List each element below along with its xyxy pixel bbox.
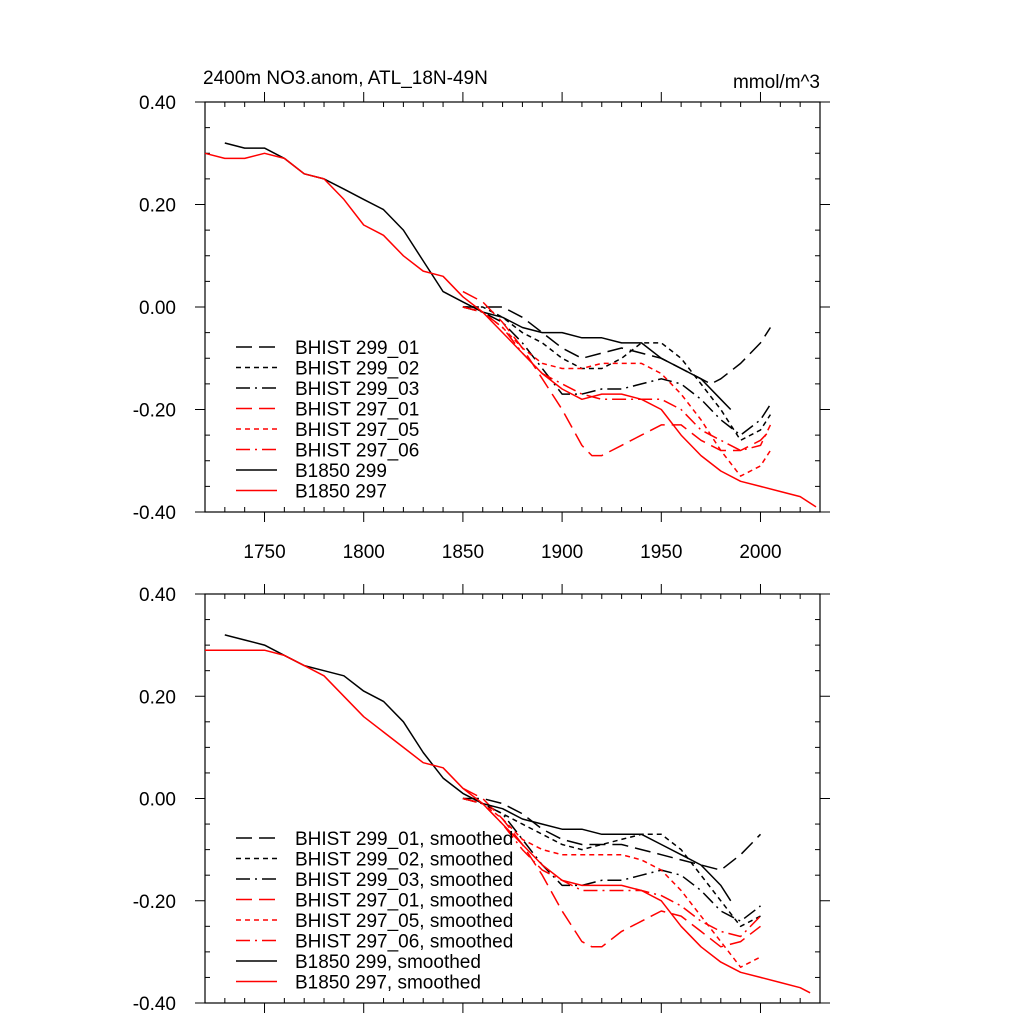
y-tick-label: 0.40 bbox=[139, 585, 176, 606]
units-label: mmol/m^3 bbox=[733, 72, 820, 93]
y-tick-label: -0.40 bbox=[133, 994, 176, 1015]
series-line bbox=[204, 152, 817, 508]
y-tick-label: -0.20 bbox=[133, 892, 176, 913]
panel-bottom: 0.40 0.20 0.00 -0.20 -0.40 BHIST 299_01, smoo… bbox=[133, 584, 830, 1015]
legend-label: B1850 299 bbox=[295, 461, 387, 482]
legend-label: B1850 297, smoothed bbox=[295, 973, 481, 994]
legend-label: BHIST 299_01, smoothed bbox=[295, 829, 513, 850]
legend-label: BHIST 297_06, smoothed bbox=[295, 932, 513, 953]
x-tick-label: 1950 bbox=[640, 542, 682, 563]
legend-label: B1850 297 bbox=[295, 482, 387, 503]
legend-label: BHIST 299_03, smoothed bbox=[295, 870, 513, 891]
legend-label: BHIST 297_01 bbox=[295, 400, 419, 421]
x-tick-label: 2000 bbox=[739, 542, 781, 563]
y-tick-label: 0.40 bbox=[139, 93, 176, 114]
series-line bbox=[205, 649, 811, 994]
series-line bbox=[462, 797, 762, 938]
series-line bbox=[462, 306, 772, 452]
series-line bbox=[462, 306, 772, 385]
series-line bbox=[462, 306, 772, 436]
x-tick-label: 1900 bbox=[541, 542, 583, 563]
series-line bbox=[462, 306, 772, 442]
y-tick-label: 0.20 bbox=[139, 196, 176, 217]
y-tick-label: 0.00 bbox=[139, 790, 176, 811]
series-line bbox=[462, 787, 761, 948]
panel-top: 1750 1800 1850 1900 1950 2000 0.40 0.20 0.00 -0.2… bbox=[133, 92, 830, 563]
legend-label: BHIST 297_05, smoothed bbox=[295, 911, 513, 932]
x-tick-label: 1850 bbox=[442, 542, 484, 563]
x-tick-label: 1750 bbox=[243, 542, 285, 563]
y-tick-label: -0.40 bbox=[133, 503, 176, 524]
x-tick-label: 1800 bbox=[343, 542, 385, 563]
series-line bbox=[462, 797, 761, 922]
legend-label: BHIST 299_01 bbox=[295, 338, 419, 359]
legend-label: BHIST 299_03 bbox=[295, 379, 419, 400]
legend-label: BHIST 297_06 bbox=[295, 441, 419, 462]
legend-label: BHIST 299_02 bbox=[295, 359, 419, 380]
y-tick-label: -0.20 bbox=[133, 401, 176, 422]
chart-title: 2400m NO3.anom, ATL_18N-49N bbox=[203, 68, 488, 89]
series-line bbox=[462, 797, 761, 968]
legend-label: BHIST 297_01, smoothed bbox=[295, 891, 513, 912]
legend-label: BHIST 299_02, smoothed bbox=[295, 850, 513, 871]
y-tick-label: 0.20 bbox=[139, 687, 176, 708]
series-line bbox=[462, 797, 762, 871]
legend-label: B1850 299, smoothed bbox=[295, 952, 481, 973]
series-line bbox=[462, 290, 771, 457]
y-tick-label: 0.00 bbox=[139, 298, 176, 319]
series-line bbox=[462, 306, 772, 477]
legend-label: BHIST 297_05 bbox=[295, 420, 419, 441]
